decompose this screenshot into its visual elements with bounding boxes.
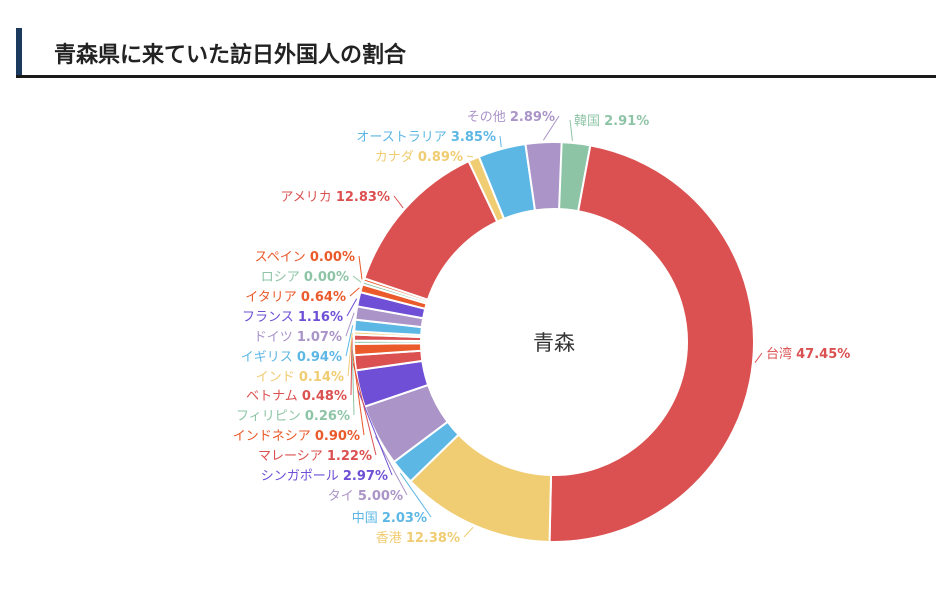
slice-2-value: 47.45% [796,347,850,362]
slice-4-name: 中国 [352,511,382,526]
slice-12-value: 0.94% [297,350,342,365]
slice-12-label: イギリス 0.94% [241,350,342,365]
title-underline [16,75,936,78]
slice-10-name: ベトナム [246,389,302,404]
slice-8-value: 0.90% [315,429,360,444]
slice-9-value: 0.26% [305,409,350,424]
slice-11-name: インド [256,370,299,385]
slice-17-label: スペイン 0.00% [255,250,355,265]
slice-7-leader [352,362,377,456]
slice-9-leader [351,342,355,416]
slice-12-name: イギリス [241,350,297,365]
slice-10-leader [350,337,353,396]
slice-16-label: ロシア 0.00% [261,270,349,285]
slice-11-leader [347,332,353,377]
slice-21-value: 2.89% [510,110,555,125]
slice-4-value: 2.03% [382,511,427,526]
slice-1-value: 2.91% [604,114,649,129]
slice-5-value: 5.00% [358,489,403,504]
slice-17-leader [358,255,363,280]
slice-6-value: 2.97% [343,469,388,484]
slice-21-segment[interactable] [524,141,563,212]
slice-13-leader [345,312,355,337]
slice-20-name: オーストラリア [356,130,450,145]
slice-6-name: シンガポール [261,469,343,484]
slice-20-value: 3.85% [451,130,496,145]
slice-20-label: オーストラリア 3.85% [356,130,496,145]
slice-15-name: イタリア [245,290,301,305]
slice-10-label: ベトナム 0.48% [246,389,347,404]
slice-21-leader [542,115,560,141]
page-title-block: 青森県に来ていた訪日外国人の割合 [16,28,936,78]
slice-3-name: 香港 [376,531,406,546]
slice-16-name: ロシア [261,270,304,285]
slice-7-name: マレーシア [258,449,327,464]
slice-8-name: インドネシア [233,429,315,444]
slice-7-value: 1.22% [327,449,372,464]
slice-15-leader [349,287,360,297]
slice-1-label: 韓国 2.91% [574,114,649,129]
slice-9-label: フィリピン 0.26% [236,409,350,424]
donut-slices [352,140,755,543]
slice-21-label: その他 2.89% [467,110,555,125]
slice-14-leader [346,298,358,317]
slice-3-value: 12.38% [406,531,460,546]
slice-17-name: スペイン [255,250,310,265]
slice-15-value: 0.64% [301,290,346,305]
slice-12-leader [345,325,354,357]
slice-4-leader [399,472,432,518]
page-title: 青森県に来ていた訪日外国人の割合 [54,43,407,68]
slice-18-name: アメリカ [280,190,335,205]
slice-16-leader [352,275,362,283]
slice-8-label: インドネシア 0.90% [233,429,360,444]
slice-19-name: カナダ [375,150,418,165]
slice-17-value: 0.00% [310,250,355,265]
slice-3-leader [463,526,474,538]
slice-5-name: タイ [328,489,358,504]
slice-16-value: 0.00% [304,270,349,285]
slice-1-name: 韓国 [574,114,604,129]
slice-18-leader [393,195,404,209]
slice-14-value: 1.16% [298,310,343,325]
slice-1-leader [569,119,573,141]
title-accent-bar [16,28,22,78]
slice-2-label: 台湾 47.45% [766,346,850,362]
slice-18-segment[interactable] [363,159,499,301]
slice-8-leader [351,349,365,436]
slice-3-label: 香港 12.38% [376,531,460,546]
slice-20-leader [499,135,502,148]
slice-18-label: アメリカ 12.83% [280,190,390,205]
slice-2-segment[interactable] [548,144,755,543]
slice-19-leader [466,155,473,158]
slice-labels: 韓国 2.91% 台湾 47.45% 香港 12.38% 中国 2.03% タイ 5.0… [233,110,851,546]
slice-9-name: フィリピン [236,409,305,424]
slice-11-value: 0.14% [299,370,344,385]
slice-2-name: 台湾 [766,346,796,362]
slice-14-name: フランス [242,310,298,325]
slice-15-label: イタリア 0.64% [245,290,346,305]
slice-18-value: 12.83% [336,190,390,205]
slice-11-label: インド 0.14% [256,370,344,385]
slice-14-label: フランス 1.16% [242,310,343,325]
slice-6-label: シンガポール 2.97% [261,469,388,484]
slice-13-label: ドイツ 1.07% [254,330,342,345]
slice-19-value: 0.89% [418,150,463,165]
slice-4-label: 中国 2.03% [352,511,427,526]
slice-5-label: タイ 5.00% [328,489,403,504]
slice-7-label: マレーシア 1.22% [258,449,372,464]
slice-10-value: 0.48% [302,389,347,404]
slice-2-leader [754,352,763,363]
slice-19-label: カナダ 0.89% [375,150,463,165]
center-label: 青森 [533,331,575,355]
slice-13-name: ドイツ [254,330,297,345]
slice-21-name: その他 [467,110,510,125]
label-leader-lines [345,115,763,538]
slice-13-value: 1.07% [297,330,342,345]
